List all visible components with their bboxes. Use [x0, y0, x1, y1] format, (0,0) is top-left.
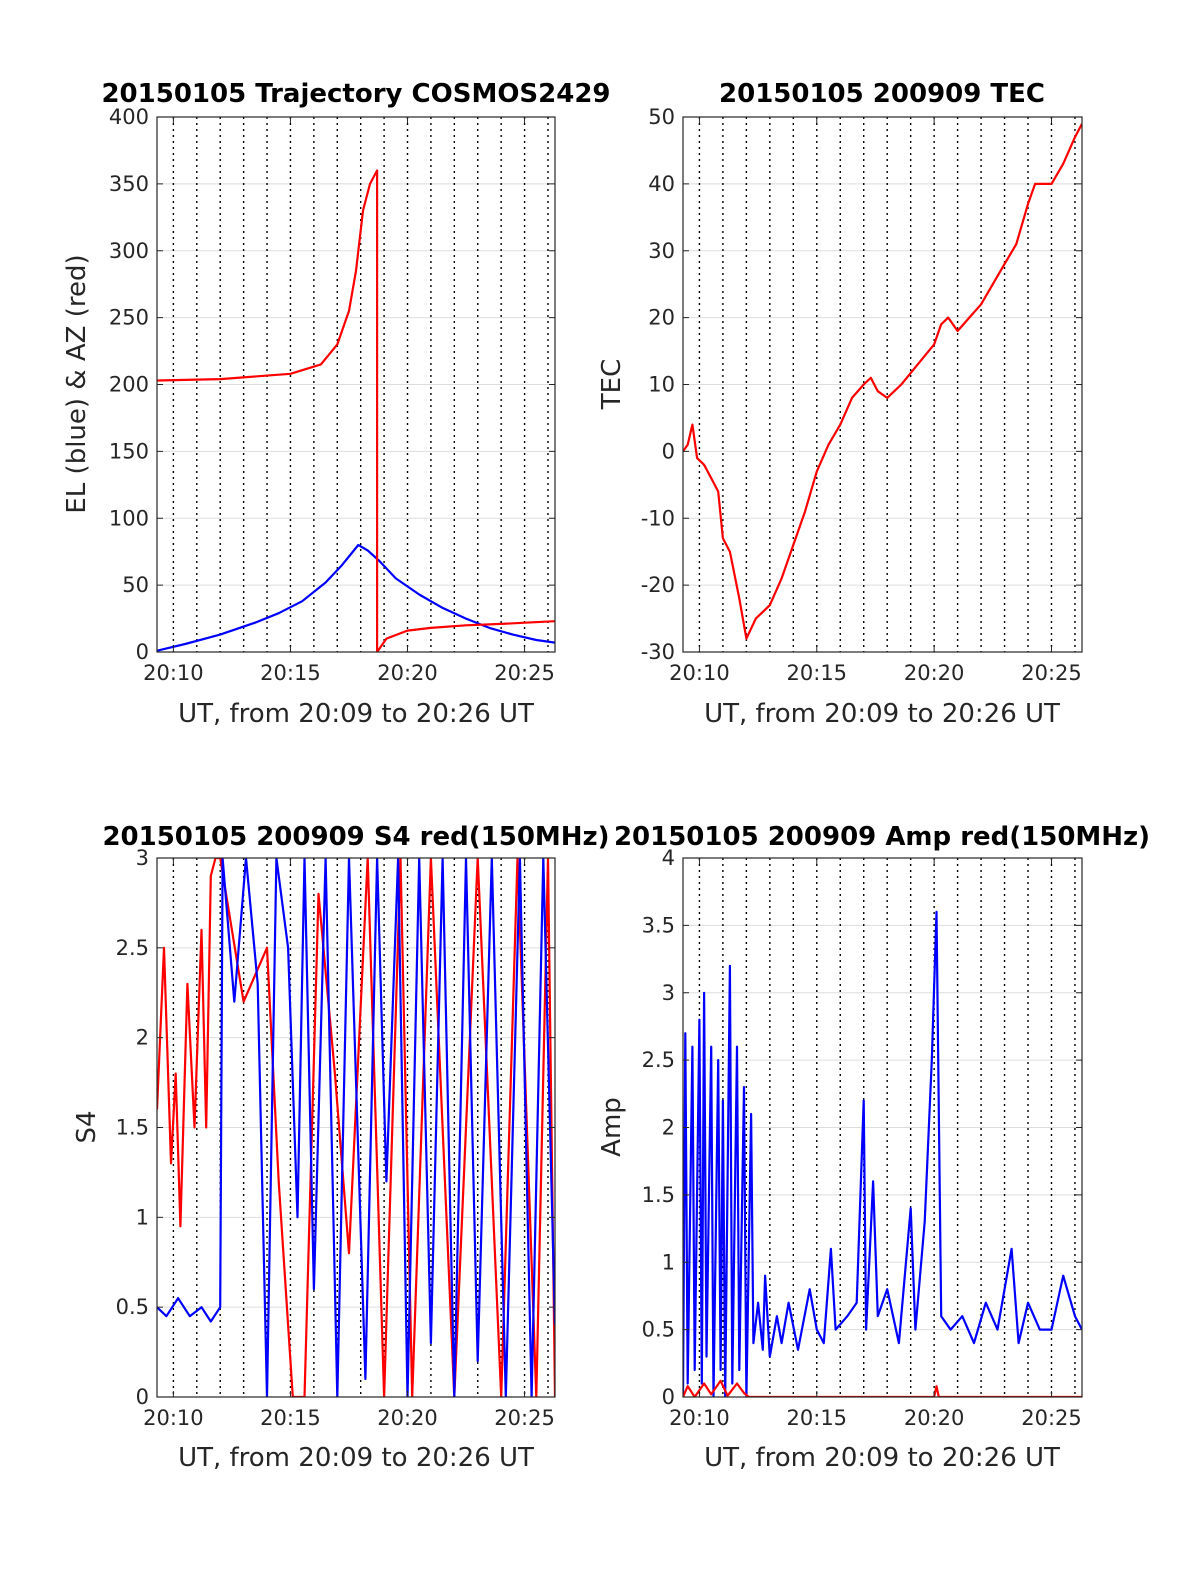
x-axis-label: UT, from 20:09 to 20:26 UT — [704, 1443, 1060, 1473]
x-axis-label: UT, from 20:09 to 20:26 UT — [178, 1443, 534, 1473]
y-axis-label: TEC — [597, 359, 627, 410]
y-tick-label: 50 — [648, 105, 675, 129]
panel-trajectory: 0 50 100 150 200 250 300 350 400 20:10 20:15 20:20 2… — [62, 79, 611, 729]
x-tick-label: 20:25 — [494, 661, 555, 685]
y-tick-label: 40 — [648, 172, 675, 196]
y-tick-label: 350 — [109, 172, 149, 196]
x-tick-label: 20:15 — [787, 661, 848, 685]
y-tick-label: 200 — [109, 373, 149, 397]
panel-tec: -30 -20 -10 0 10 20 30 40 50 20:10 20:15 20:20 20:25… — [597, 79, 1083, 729]
y-tick-label: 2.5 — [116, 936, 149, 960]
x-tick-label: 20:20 — [904, 1406, 965, 1430]
y-tick-label: 0.5 — [116, 1295, 149, 1319]
panel-title: 20150105 Trajectory COSMOS2429 — [101, 79, 610, 109]
y-tick-label: 4 — [662, 846, 675, 870]
y-tick-label: 3 — [662, 981, 675, 1005]
panel-title: 20150105 200909 S4 red(150MHz) — [102, 822, 609, 852]
y-tick-label: 0 — [136, 1385, 149, 1409]
series-red-line — [157, 169, 555, 652]
x-axis-label: UT, from 20:09 to 20:26 UT — [178, 699, 534, 729]
x-tick-label: 20:15 — [260, 1406, 321, 1430]
x-tick-label: 20:25 — [1021, 661, 1082, 685]
y-tick-label: 10 — [648, 373, 675, 397]
y-tick-label: 1.5 — [642, 1183, 675, 1207]
y-tick-label: 150 — [109, 439, 149, 463]
series-red-line — [157, 858, 555, 1397]
y-tick-label: -20 — [641, 573, 675, 597]
y-tick-label: 20 — [648, 306, 675, 330]
x-tick-label: 20:10 — [669, 1406, 730, 1430]
y-tick-label: 30 — [648, 239, 675, 263]
series-red-line — [683, 1379, 1082, 1397]
y-tick-label: 400 — [109, 105, 149, 129]
x-tick-label: 20:20 — [904, 661, 965, 685]
y-tick-label: 2 — [662, 1116, 675, 1140]
y-tick-label: -10 — [641, 506, 675, 530]
y-tick-label: 300 — [109, 239, 149, 263]
x-axis-label: UT, from 20:09 to 20:26 UT — [704, 699, 1060, 729]
x-tick-label: 20:20 — [377, 661, 438, 685]
y-axis-label: EL (blue) & AZ (red) — [62, 254, 92, 513]
x-tick-label: 20:25 — [494, 1406, 555, 1430]
panel-s4: 0 0.5 1 1.5 2 2.5 3 20:10 20:15 20:20 20:25 2015010… — [72, 822, 610, 1473]
series-blue-line — [157, 543, 555, 652]
y-tick-label: 0 — [662, 1385, 675, 1409]
y-tick-label: 0.5 — [642, 1318, 675, 1342]
y-tick-label: 2 — [136, 1026, 149, 1050]
y-tick-label: 3.5 — [642, 913, 675, 937]
y-tick-label: 1 — [136, 1205, 149, 1229]
y-tick-label: 0 — [136, 640, 149, 664]
x-tick-label: 20:10 — [669, 661, 730, 685]
y-tick-label: 2.5 — [642, 1048, 675, 1072]
x-tick-label: 20:25 — [1021, 1406, 1082, 1430]
x-tick-label: 20:10 — [143, 661, 204, 685]
y-tick-label: 0 — [662, 439, 675, 463]
panel-title: 20150105 200909 Amp red(150MHz) — [614, 822, 1150, 852]
series-red-line — [683, 123, 1082, 640]
y-tick-label: 100 — [109, 506, 149, 530]
series-blue-line — [157, 858, 555, 1397]
x-tick-label: 20:10 — [143, 1406, 204, 1430]
y-tick-label: 50 — [122, 573, 149, 597]
y-tick-label: 1.5 — [116, 1116, 149, 1140]
x-tick-label: 20:15 — [787, 1406, 848, 1430]
panel-title: 20150105 200909 TEC — [719, 79, 1045, 109]
series-blue-line — [683, 910, 1082, 1397]
y-tick-label: -30 — [641, 640, 675, 664]
y-axis-label: S4 — [72, 1110, 102, 1143]
panel-amp: 0 0.5 1 1.5 2 2.5 3 3.5 4 20:10 20:15 20:20 20:25 201… — [597, 822, 1150, 1473]
y-tick-label: 3 — [136, 846, 149, 870]
y-tick-label: 1 — [662, 1250, 675, 1274]
x-tick-label: 20:15 — [260, 661, 321, 685]
y-tick-label: 250 — [109, 306, 149, 330]
x-tick-label: 20:20 — [377, 1406, 438, 1430]
y-axis-label: Amp — [597, 1097, 627, 1157]
